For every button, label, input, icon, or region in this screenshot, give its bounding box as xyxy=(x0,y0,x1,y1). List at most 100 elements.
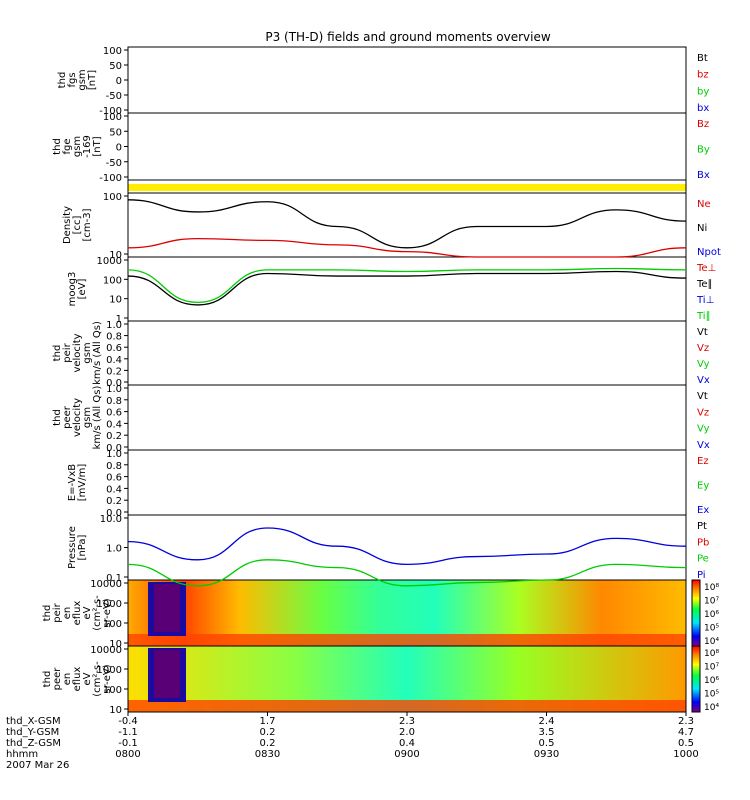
y-axis-label: [eV] xyxy=(77,279,88,300)
y-axis-label: eflux xyxy=(72,601,83,626)
colorbar-label: 10⁷ xyxy=(704,663,719,673)
footer-row-label: thd_X-GSM xyxy=(6,716,61,727)
footer-value: 0.2 xyxy=(260,727,276,738)
footer-value: 2.0 xyxy=(399,727,415,738)
panel-fgs: 100 50 0 -50 -100 thd fgs gsm [nT] Bt bz by bx xyxy=(57,46,709,117)
panel-efield: 1.00.80.60.40.20.0 E=-VxB [mV/m] Ez Ey Ex xyxy=(67,449,709,519)
y-tick-label: 10 xyxy=(109,705,122,716)
legend-Pb: Pb xyxy=(697,537,709,548)
panel-fge: 100 50 0 -50 -100 thd fge gsm -169 [nT] Bz By Bx xyxy=(52,112,710,184)
y-axis-label: [nT] xyxy=(92,136,103,156)
legend-Vz: Vz xyxy=(697,343,709,354)
colorbar xyxy=(691,579,701,647)
legend-Ni: Ni xyxy=(697,223,707,234)
footer-value: 0830 xyxy=(255,749,280,760)
y-tick-label: 10 xyxy=(109,639,122,650)
y-tick-label: 0.2 xyxy=(106,496,122,507)
colorbar-label: 10⁸ xyxy=(704,649,719,659)
footer-row-label: hhmm xyxy=(6,749,38,760)
y-axis-label: gsm xyxy=(82,342,93,363)
y-axis-label: gsm xyxy=(77,69,88,90)
legend-Vx: Vx xyxy=(697,440,710,451)
legend-Vz: Vz xyxy=(697,407,709,418)
y-tick-label: 10 xyxy=(109,295,122,306)
y-axis-label: eV xyxy=(82,672,93,685)
footer-value: 4.7 xyxy=(678,727,694,738)
footer-value: 0.5 xyxy=(539,738,555,749)
legend-Ey: Ey xyxy=(697,481,709,492)
y-tick-label: 1.0 xyxy=(106,320,122,331)
y-tick-label: -50 xyxy=(106,158,122,169)
legend-Te⊥: Te⊥ xyxy=(696,263,716,274)
y-axis-label: thd xyxy=(42,605,53,622)
footer-row-label: thd_Y-GSM xyxy=(6,727,59,738)
panel-temp: 1000 100 10 1 moog3 [eV] Te⊥ Te∥ Ti⊥ Ti∥ xyxy=(67,256,716,325)
legend-Bx: Bx xyxy=(697,170,710,181)
y-axis-label: Density xyxy=(62,206,73,244)
y-axis-label: fgs xyxy=(67,72,78,87)
y-tick-label: 0.1 xyxy=(106,573,122,584)
footer-row-label: thd_Z-GSM xyxy=(6,738,61,749)
spectrogram-low-band xyxy=(128,700,686,712)
legend-Npot: Npot xyxy=(697,247,721,258)
footer-value: -1.1 xyxy=(118,727,138,738)
y-axis-label: eV xyxy=(82,606,93,619)
y-tick-label: 10.0 xyxy=(100,514,122,525)
panel-pressure: 10.0 1.0 0.1 Pressure [nPa] Pt Pb Pe Pi xyxy=(67,514,709,584)
y-axis-label: [nT] xyxy=(87,70,98,90)
footer-value: 3.5 xyxy=(539,727,555,738)
y-axis-label: thd xyxy=(57,72,68,89)
y-tick-label: 0.6 xyxy=(106,408,122,419)
y-axis-label: peir xyxy=(62,342,73,362)
legend-Vy: Vy xyxy=(697,424,710,435)
footer-value: 2.3 xyxy=(399,716,415,727)
y-axis-label: velocity xyxy=(72,398,83,437)
spectrogram-core xyxy=(154,650,180,698)
y-axis-label: moog3 xyxy=(67,272,78,307)
y-axis-label: [cm-3] xyxy=(82,208,93,241)
panel-frame xyxy=(127,514,687,581)
legend-Ex: Ex xyxy=(697,505,709,516)
y-axis-label: peer xyxy=(52,667,63,691)
y-axis-label: [cc] xyxy=(72,216,83,235)
chart-title: P3 (TH-D) fields and ground moments over… xyxy=(265,30,550,44)
footer-value: 0.2 xyxy=(260,738,276,749)
panel-frame xyxy=(127,384,687,451)
legend-Vy: Vy xyxy=(697,359,710,370)
y-tick-label: 0.0 xyxy=(106,508,122,519)
y-tick-label: 10 xyxy=(109,250,122,261)
panel-frame xyxy=(127,449,687,516)
panel-frame xyxy=(127,46,687,114)
y-tick-label: 0.4 xyxy=(106,419,122,430)
panel-flag xyxy=(127,179,687,194)
series-pressure-Pi xyxy=(127,527,687,566)
legend-Vx: Vx xyxy=(697,375,710,386)
legend-Bt: Bt xyxy=(697,53,708,64)
y-tick-label: -50 xyxy=(106,91,122,102)
legend-Pi: Pi xyxy=(697,570,706,581)
y-axis-label: gsm xyxy=(82,407,93,428)
colorbar-label: 10⁸ xyxy=(704,583,719,593)
footer-value: -0.1 xyxy=(118,738,138,749)
series-temp-Ti∥ xyxy=(127,267,687,304)
y-axis-label: peir xyxy=(52,602,63,622)
y-tick-label: 0.2 xyxy=(106,366,122,377)
footer-value: 0800 xyxy=(115,749,140,760)
y-tick-label: -100 xyxy=(99,106,122,117)
y-tick-label: 100 xyxy=(103,619,122,630)
spectrogram-low-band xyxy=(128,634,686,646)
y-axis-label: en xyxy=(62,673,73,686)
legend-Bz: Bz xyxy=(697,119,709,130)
footer-value: 0.4 xyxy=(399,738,415,749)
y-tick-label: 100 xyxy=(103,275,122,286)
footer-value: 0.5 xyxy=(678,738,694,749)
legend-Vt: Vt xyxy=(697,391,708,402)
y-tick-label: 1000 xyxy=(97,599,122,610)
footer-value: 0930 xyxy=(534,749,559,760)
legend-Pe: Pe xyxy=(697,554,709,565)
series-temp-Te∥ xyxy=(127,270,687,306)
y-tick-label: 10000 xyxy=(90,579,122,590)
footer-value: -0.4 xyxy=(118,716,138,727)
y-tick-label: 1.0 xyxy=(106,544,122,555)
